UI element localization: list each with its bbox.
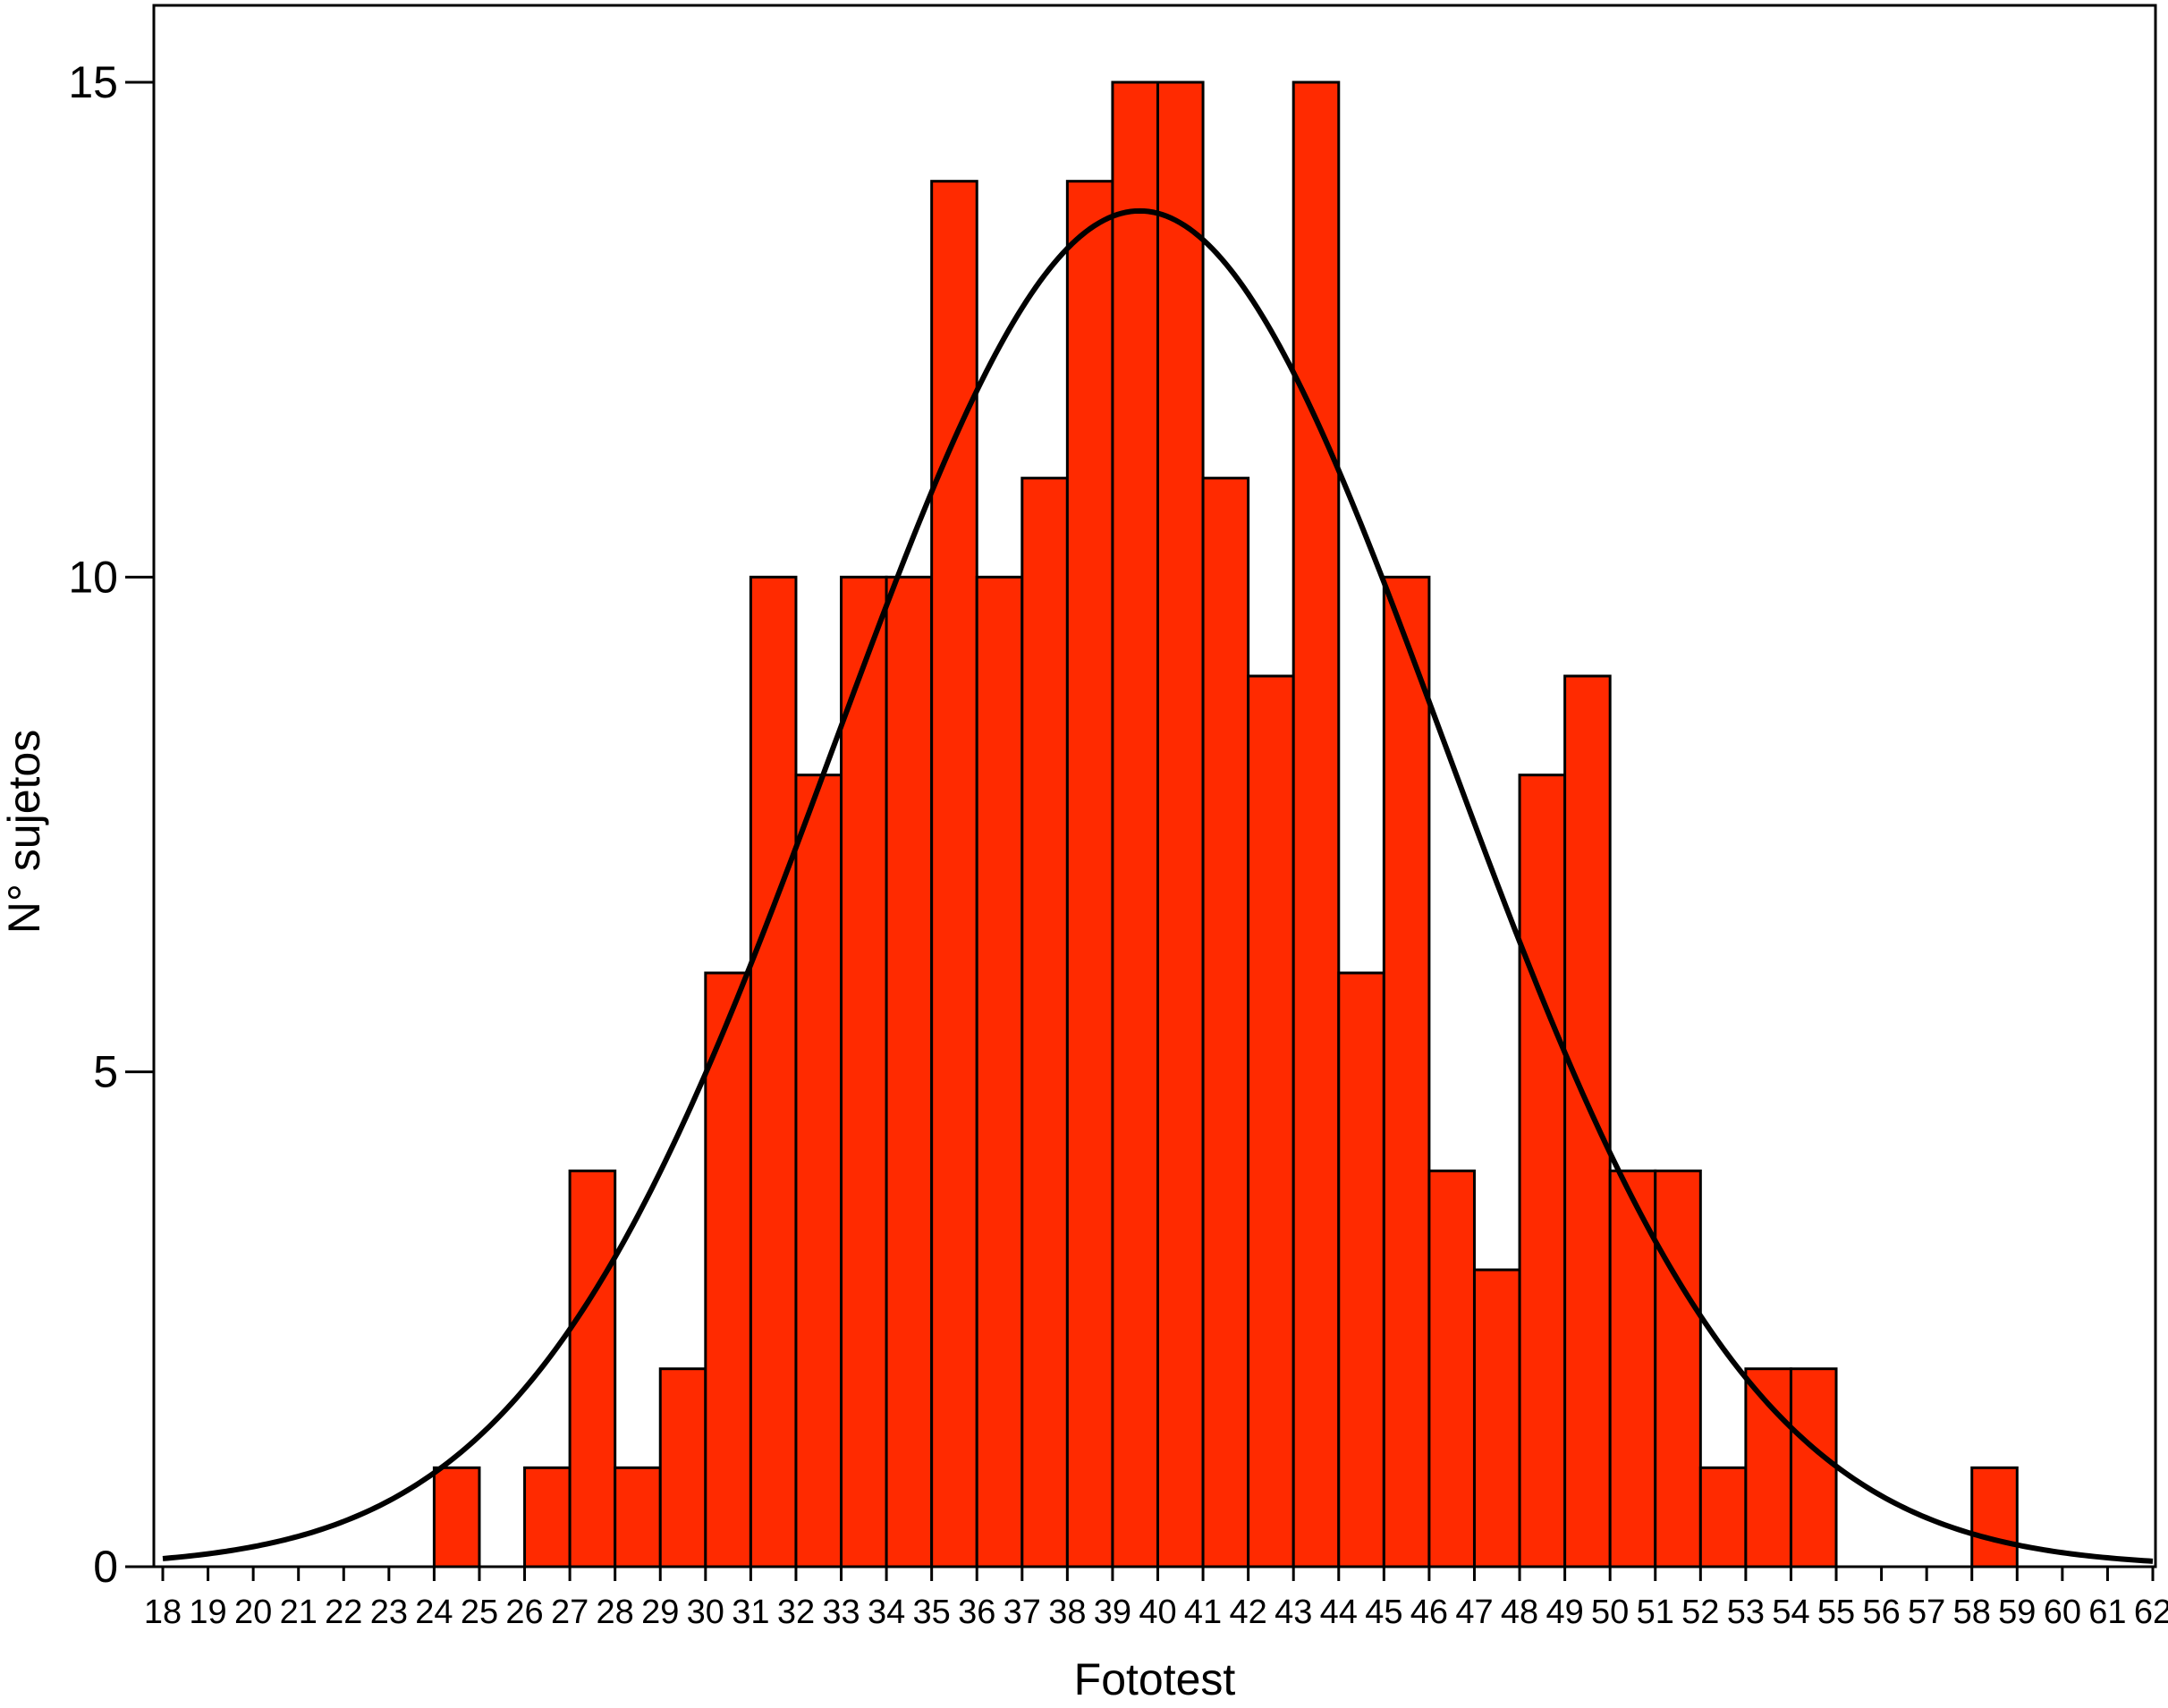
- x-tick-label: 38: [1048, 1594, 1086, 1631]
- histogram-bar: [1563, 674, 1612, 1568]
- histogram-bar: [1020, 477, 1069, 1568]
- histogram-bar: [523, 1466, 572, 1568]
- x-tick-label: 46: [1410, 1594, 1448, 1631]
- histogram-bar: [614, 1466, 662, 1568]
- x-tick-label: 29: [641, 1594, 679, 1631]
- x-tick-label: 60: [2044, 1594, 2081, 1631]
- histogram-bar: [1111, 80, 1160, 1568]
- histogram-bar: [1608, 1169, 1657, 1568]
- normal-curve: [162, 207, 2154, 1564]
- histogram-bar: [930, 180, 978, 1568]
- x-tick-label: 53: [1727, 1594, 1765, 1631]
- x-tick-label: 45: [1365, 1594, 1402, 1631]
- histogram-bar: [1247, 674, 1295, 1568]
- x-tick-label: 54: [1772, 1594, 1809, 1631]
- histogram-bar: [975, 575, 1024, 1568]
- y-tick-label: 5: [93, 1047, 118, 1097]
- histogram-bar: [568, 1169, 617, 1568]
- x-tick-label: 21: [280, 1594, 318, 1631]
- y-tick-label: 0: [93, 1542, 118, 1592]
- histogram-bar: [1789, 1367, 1838, 1568]
- x-tick-label: 33: [822, 1594, 860, 1631]
- histogram-bar: [1156, 80, 1205, 1568]
- x-tick-label: 59: [1998, 1594, 2036, 1631]
- x-tick-label: 25: [461, 1594, 498, 1631]
- x-tick-label: 24: [415, 1594, 453, 1631]
- x-tick-label: 27: [551, 1594, 589, 1631]
- x-tick-label: 22: [325, 1594, 362, 1631]
- histogram-bar: [1970, 1466, 2019, 1568]
- x-tick-label: 44: [1320, 1594, 1358, 1631]
- x-tick-label: 23: [370, 1594, 408, 1631]
- x-tick-label: 47: [1455, 1594, 1493, 1631]
- x-tick-label: 34: [868, 1594, 905, 1631]
- x-tick-label: 18: [144, 1594, 182, 1631]
- x-tick-label: 48: [1501, 1594, 1538, 1631]
- histogram-bar: [885, 575, 934, 1568]
- x-tick-label: 28: [597, 1594, 634, 1631]
- x-tick-label: 41: [1184, 1594, 1222, 1631]
- histogram-bar: [1337, 971, 1385, 1568]
- histogram-bar: [1698, 1466, 1748, 1568]
- x-tick-label: 56: [1862, 1594, 1900, 1631]
- y-axis: 0 5 10 15: [68, 57, 154, 1592]
- histogram-bar: [1518, 774, 1567, 1568]
- histogram-bar: [658, 1367, 707, 1568]
- x-tick-label: 43: [1275, 1594, 1312, 1631]
- x-tick-label: 51: [1637, 1594, 1674, 1631]
- histogram-bar: [432, 1466, 481, 1568]
- x-tick-label: 36: [958, 1594, 995, 1631]
- x-tick-label: 52: [1681, 1594, 1719, 1631]
- histogram-bar: [1065, 180, 1114, 1568]
- x-tick-label: 26: [505, 1594, 543, 1631]
- histogram-bar: [1382, 575, 1431, 1568]
- x-tick-label: 19: [189, 1594, 226, 1631]
- histogram-bar: [749, 575, 798, 1568]
- x-tick-label: 35: [913, 1594, 951, 1631]
- x-tick-label: 49: [1546, 1594, 1583, 1631]
- x-tick-label: 31: [732, 1594, 769, 1631]
- x-tick-label: 40: [1139, 1594, 1176, 1631]
- x-tick-label: 55: [1817, 1594, 1855, 1631]
- x-tick-label: 32: [777, 1594, 815, 1631]
- histogram-bar: [1654, 1169, 1702, 1568]
- x-tick-label: 62: [2134, 1594, 2168, 1631]
- histogram-bar: [704, 971, 752, 1568]
- x-tick-label: 58: [1953, 1594, 1991, 1631]
- histogram-bar: [1201, 477, 1250, 1568]
- x-tick-label: 50: [1591, 1594, 1629, 1631]
- x-tick-label: 57: [1908, 1594, 1945, 1631]
- histogram-bar: [1744, 1367, 1792, 1568]
- bars-layer: [432, 80, 2019, 1568]
- histogram-bar: [1427, 1169, 1476, 1568]
- histogram-bar: [794, 774, 843, 1568]
- y-tick-label: 15: [68, 57, 118, 107]
- x-tick-label: 37: [1004, 1594, 1041, 1631]
- x-axis: 18 19 20 21 22 23 24 25 26 27 28 29 30 31 32 33 34 35 36 37…: [144, 1567, 2168, 1631]
- x-tick-label: 61: [2088, 1594, 2126, 1631]
- histogram-bar: [1472, 1268, 1521, 1568]
- histogram-bar: [1291, 80, 1341, 1568]
- x-tick-label: 20: [234, 1594, 272, 1631]
- y-tick-label: 10: [68, 552, 118, 602]
- x-axis-title: Fototest: [1074, 1654, 1236, 1704]
- x-tick-label: 30: [687, 1594, 724, 1631]
- histogram-bar: [840, 575, 888, 1568]
- x-tick-label: 39: [1094, 1594, 1131, 1631]
- y-axis-title: N° sujetos: [0, 730, 49, 934]
- x-tick-label: 42: [1229, 1594, 1266, 1631]
